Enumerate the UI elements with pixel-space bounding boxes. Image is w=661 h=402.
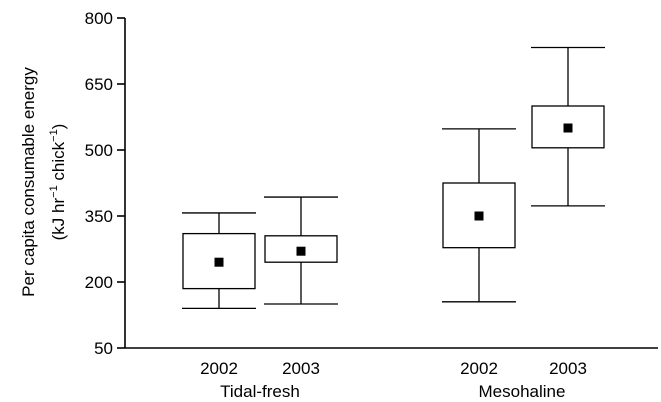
y-tick-label-50: 50 (94, 339, 113, 358)
group-label-tidal-fresh: Tidal-fresh (220, 382, 300, 401)
box-mesohaline-2002 (442, 128, 516, 303)
y-ticks: 50 200 350 500 650 800 (85, 9, 125, 358)
y-axis-title-line1: Per capita consumable energy (19, 67, 38, 297)
y-tick-label-500: 500 (85, 141, 113, 160)
median-marker-tidal-fresh-2002 (214, 257, 224, 267)
y-tick-label-650: 650 (85, 75, 113, 94)
x-tick-label-tidal-fresh-2002: 2002 (200, 359, 238, 378)
y-tick-label-350: 350 (85, 207, 113, 226)
iqr-box-mesohaline-2003 (531, 105, 605, 149)
x-tick-label-mesohaline-2003: 2003 (549, 359, 587, 378)
y-tick-label-200: 200 (85, 273, 113, 292)
boxes-layer (182, 46, 605, 310)
median-marker-tidal-fresh-2003 (296, 246, 306, 256)
x-tick-label-mesohaline-2002: 2002 (460, 359, 498, 378)
median-marker-mesohaline-2002 (474, 211, 484, 221)
y-tick-label-800: 800 (85, 9, 113, 28)
box-tidal-fresh-2003 (264, 196, 338, 305)
x-labels: 2002 2003 Tidal-fresh 2002 2003 Mesohaline (200, 359, 587, 401)
y-axis-title-line2: (kJ hr−1 chick−1) (48, 124, 68, 241)
median-marker-mesohaline-2003 (563, 123, 573, 133)
box-tidal-fresh-2002 (182, 212, 256, 310)
y-axis-title: Per capita consumable energy (kJ hr−1 ch… (19, 67, 68, 297)
x-tick-label-tidal-fresh-2003: 2003 (282, 359, 320, 378)
group-label-mesohaline: Mesohaline (479, 382, 566, 401)
box-mesohaline-2003 (531, 46, 605, 207)
